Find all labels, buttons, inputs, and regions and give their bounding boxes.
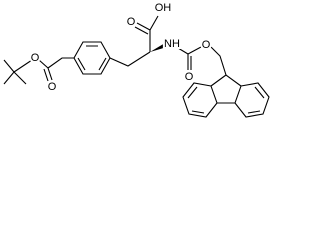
carbamate-bonds <box>177 46 227 76</box>
tert-butyl-bonds <box>3 59 33 85</box>
side-chain-bonds <box>109 15 159 67</box>
fluorene-rings <box>182 74 270 118</box>
atom-label: OH <box>155 2 172 14</box>
atom-label: O <box>127 16 136 28</box>
structure: O O O OH NH O O <box>3 0 270 118</box>
benzene-ring <box>73 41 111 75</box>
page: O O O OH NH O O (() => { const data = JS… <box>3 0 270 118</box>
atom-label: O <box>185 71 194 83</box>
atom-label: NH <box>164 38 180 50</box>
atom-label: O <box>202 39 211 51</box>
ester-bonds <box>38 57 74 82</box>
wedge-bond <box>150 43 167 52</box>
atom-label: O <box>31 52 40 64</box>
atom-label: O <box>48 81 57 93</box>
